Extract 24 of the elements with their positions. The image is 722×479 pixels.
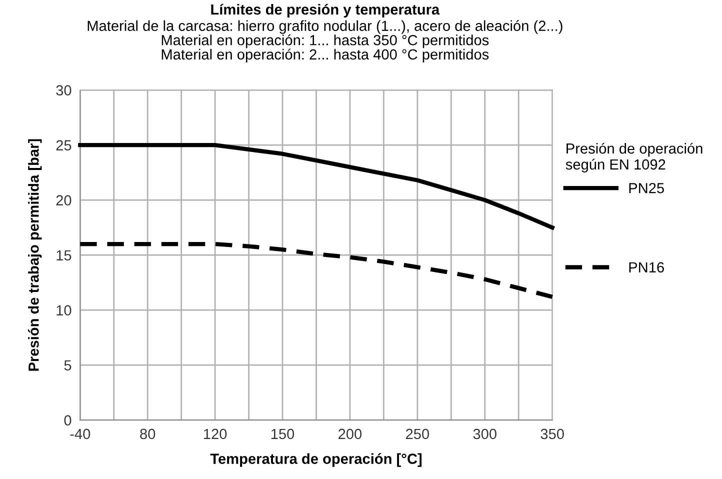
y-tick-label: 0 [64, 415, 72, 426]
x-tick-label: 200 [338, 428, 362, 440]
line-series [78, 242, 554, 299]
legend-label: PN25 [629, 182, 664, 194]
x-tick-label: 250 [406, 428, 430, 440]
x-tick-label: 350 [540, 428, 564, 440]
y-tick-label: 30 [56, 85, 72, 96]
x-tick-label: 150 [271, 428, 294, 440]
x-tick-label: 120 [204, 428, 227, 440]
y-axis-title: Presión de trabajo permitida [bar] [28, 139, 42, 371]
chart-subtitle: Material de la carcasa: hierro grafito nodular (1...), acero de aleación (2...) Material en operación: 1... hasta 350 °C permitidos Material en operación: 2... hasta 400 °C permitidos [88, 20, 562, 62]
line-series [78, 142, 554, 230]
y-tick-label: 15 [56, 250, 72, 260]
y-tick-label: 5 [64, 360, 72, 371]
legend-title: Presión de operación según EN 1092 [566, 142, 702, 172]
y-tick-label: 25 [56, 140, 72, 150]
y-tick-label: 10 [56, 305, 72, 316]
x-tick-label: 80 [140, 428, 156, 440]
x-tick-label: -40 [70, 428, 90, 440]
x-axis-title: Temperatura de operación [°C] [210, 453, 422, 467]
x-tick-label: 300 [473, 428, 496, 440]
y-tick-label: 20 [56, 195, 72, 206]
chart-title: Límites de presión y temperatura [211, 4, 440, 18]
legend-label: PN16 [629, 262, 664, 272]
